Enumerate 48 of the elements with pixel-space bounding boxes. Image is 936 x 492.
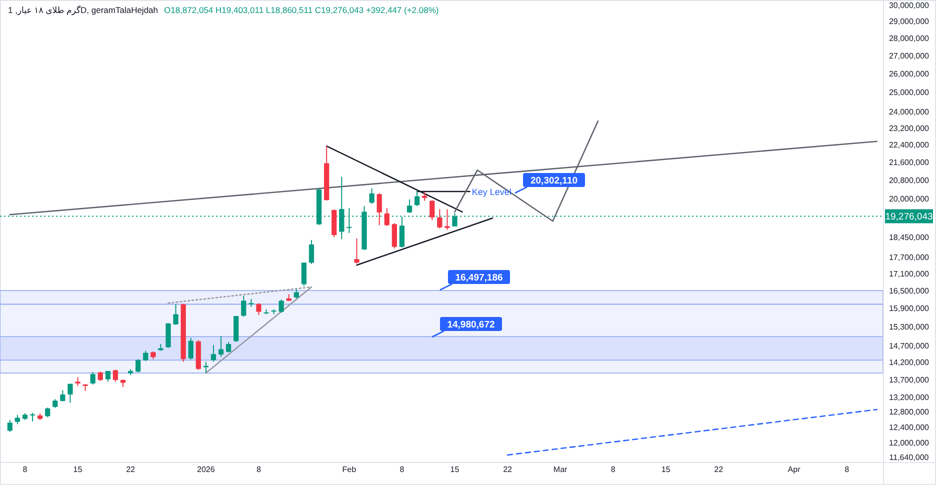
- y-tick-label: 20,800,000: [888, 176, 930, 185]
- y-tick-label: 15,900,000: [888, 304, 930, 314]
- y-tick-label: 13,700,000: [888, 375, 930, 384]
- y-tick-label: 12,400,000: [888, 422, 930, 432]
- y-tick-label: 30,000,000: [888, 1, 930, 10]
- x-tick-label: 22: [126, 465, 136, 474]
- y-tick-label: 14,200,000: [888, 358, 930, 368]
- y-tick-label: 27,000,000: [888, 51, 930, 60]
- y-tick-label: 18,450,000: [888, 233, 930, 242]
- y-tick-label: 22,400,000: [888, 140, 930, 150]
- y-tick-label: 13,200,000: [888, 393, 930, 402]
- annotation: 14,980,672: [447, 320, 495, 330]
- x-tick-label: 8: [22, 465, 28, 474]
- y-tick-label: 17,100,000: [888, 269, 930, 278]
- x-tick-label: 8: [256, 465, 262, 474]
- y-tick-label: 17,700,000: [888, 252, 930, 262]
- y-tick-label: 11,640,000: [889, 453, 930, 462]
- ref-line-label: 19,276,043: [885, 212, 933, 223]
- x-tick-label: Mar: [553, 465, 568, 474]
- y-tick-label: 16,500,000: [888, 286, 930, 296]
- y-tick-label: 15,300,000: [888, 322, 930, 332]
- y-tick-label: 23,200,000: [888, 124, 930, 133]
- x-tick-label: 15: [450, 465, 460, 474]
- x-tick-label: Feb: [342, 465, 357, 474]
- annotation: 16,497,186: [455, 272, 503, 284]
- chart-subtitle: O18,872,054 H19,403,011 L18,860,511 C19,276,043 +392,447 (+2.08%): [164, 5, 439, 15]
- x-tick-label: 15: [661, 465, 671, 474]
- x-tick-label: 22: [714, 465, 724, 474]
- annotation: 20,302,110: [530, 176, 578, 186]
- y-tick-label: 21,600,000: [888, 158, 930, 167]
- y-tick-label: 25,000,000: [888, 88, 930, 98]
- x-tick-label: 15: [73, 465, 83, 474]
- x-tick-label: 2026: [197, 465, 216, 474]
- x-tick-label: 8: [844, 465, 850, 474]
- y-tick-label: 12,000,000: [888, 438, 930, 448]
- chart-title: گرم طلای ۱۸ عیار, 1D, geramTalaHejdah: [8, 5, 158, 16]
- y-tick-label: 26,000,000: [888, 69, 930, 78]
- x-tick-label: 22: [503, 465, 513, 474]
- y-tick-label: 24,000,000: [888, 108, 930, 117]
- y-tick-label: 28,000,000: [888, 34, 930, 43]
- x-tick-label: 8: [400, 465, 405, 474]
- series-label: Key Level: [472, 186, 512, 197]
- x-tick-label: Apr: [788, 465, 801, 474]
- y-tick-label: 12,800,000: [888, 408, 930, 417]
- y-tick-label: 14,700,000: [888, 342, 930, 351]
- y-tick-label: 29,000,000: [888, 17, 930, 26]
- x-tick-label: 8: [610, 465, 616, 474]
- y-tick-label: 20,000,000: [888, 194, 930, 204]
